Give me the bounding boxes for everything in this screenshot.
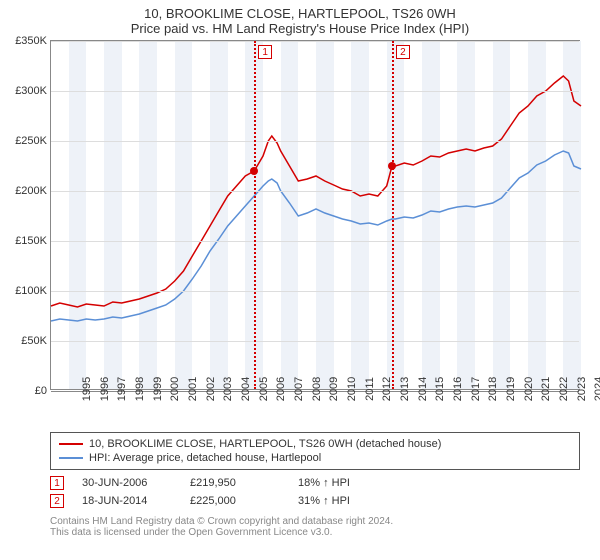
sale-vs-hpi: 31% ↑ HPI [298, 495, 388, 507]
sale-price: £219,950 [190, 477, 280, 489]
gridline [51, 141, 579, 142]
gridline [51, 241, 579, 242]
sale-row: 2 18-JUN-2014 £225,000 31% ↑ HPI [50, 492, 580, 510]
attribution: Contains HM Land Registry data © Crown c… [50, 510, 580, 538]
sale-marker-line [392, 41, 394, 389]
sale-price: £225,000 [190, 495, 280, 507]
gridline [51, 41, 579, 42]
sale-date: 30-JUN-2006 [82, 477, 172, 489]
y-axis-label: £100K [15, 285, 51, 297]
sale-marker-dot [250, 167, 258, 175]
sale-badge: 2 [50, 494, 64, 508]
y-axis-label: £350K [15, 35, 51, 47]
title-line1: 10, BROOKLIME CLOSE, HARTLEPOOL, TS26 0W… [0, 6, 600, 21]
chart-svg [51, 41, 579, 389]
gridline [51, 291, 579, 292]
gridline [51, 91, 579, 92]
y-axis-label: £200K [15, 185, 51, 197]
title-line2: Price paid vs. HM Land Registry's House … [0, 21, 600, 36]
price-chart: £0£50K£100K£150K£200K£250K£300K£350K1995… [50, 40, 580, 390]
legend-swatch [59, 443, 83, 445]
legend-item: 10, BROOKLIME CLOSE, HARTLEPOOL, TS26 0W… [59, 437, 571, 451]
legend: 10, BROOKLIME CLOSE, HARTLEPOOL, TS26 0W… [50, 432, 580, 470]
y-axis-label: £300K [15, 85, 51, 97]
attribution-line1: Contains HM Land Registry data © Crown c… [50, 516, 580, 527]
y-axis-label: £0 [35, 385, 51, 397]
attribution-line2: This data is licensed under the Open Gov… [50, 527, 580, 538]
y-axis-label: £150K [15, 235, 51, 247]
sale-marker-dot [388, 162, 396, 170]
gridline [51, 341, 579, 342]
sales-table: 1 30-JUN-2006 £219,950 18% ↑ HPI 2 18-JUN-201… [50, 474, 580, 510]
sale-row: 1 30-JUN-2006 £219,950 18% ↑ HPI [50, 474, 580, 492]
sale-date: 18-JUN-2014 [82, 495, 172, 507]
sale-marker-badge: 2 [396, 45, 410, 59]
legend-label: HPI: Average price, detached house, Hart… [89, 452, 321, 464]
y-axis-label: £250K [15, 135, 51, 147]
chart-title: 10, BROOKLIME CLOSE, HARTLEPOOL, TS26 0W… [0, 0, 600, 40]
sale-vs-hpi: 18% ↑ HPI [298, 477, 388, 489]
gridline [51, 191, 579, 192]
y-axis-label: £50K [21, 335, 51, 347]
x-axis-label: 2025 [581, 377, 600, 401]
legend-item: HPI: Average price, detached house, Hart… [59, 451, 571, 465]
sale-marker-badge: 1 [258, 45, 272, 59]
legend-label: 10, BROOKLIME CLOSE, HARTLEPOOL, TS26 0W… [89, 438, 441, 450]
legend-swatch [59, 457, 83, 459]
sale-badge: 1 [50, 476, 64, 490]
sale-marker-line [254, 41, 256, 389]
